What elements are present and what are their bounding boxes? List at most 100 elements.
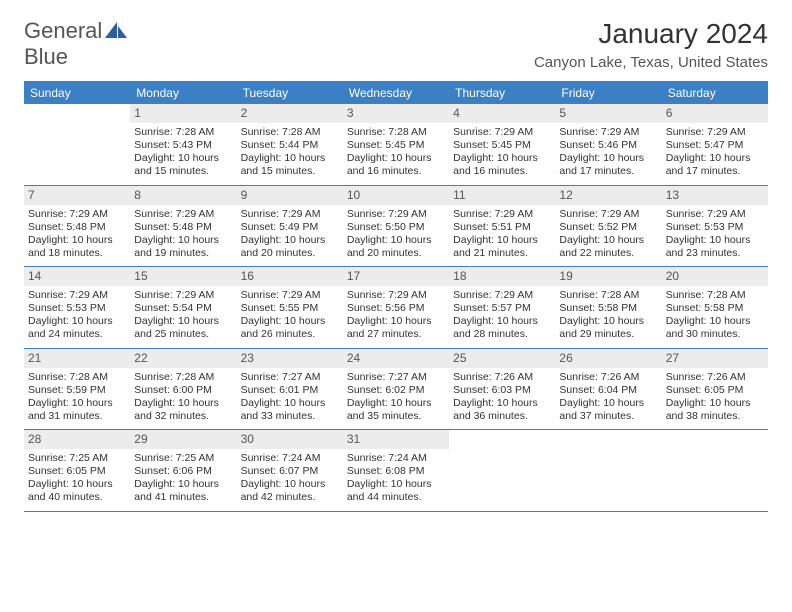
day-number: 25 (449, 349, 555, 368)
day-line: Daylight: 10 hours and 21 minutes. (453, 234, 551, 260)
day-line: Sunset: 5:57 PM (453, 302, 551, 315)
day-number: 27 (662, 349, 768, 368)
day-cell (24, 104, 130, 185)
day-line: Sunrise: 7:29 AM (241, 208, 339, 221)
day-cell: 16 Sunrise: 7:29 AMSunset: 5:55 PMDayligh… (237, 267, 343, 348)
day-line: Sunrise: 7:25 AM (28, 452, 126, 465)
day-line: Daylight: 10 hours and 26 minutes. (241, 315, 339, 341)
day-line: Sunset: 5:54 PM (134, 302, 232, 315)
day-number: 9 (237, 186, 343, 205)
day-line: Daylight: 10 hours and 27 minutes. (347, 315, 445, 341)
day-line: Sunrise: 7:29 AM (134, 208, 232, 221)
day-cell: 1Sunrise: 7:28 AMSunset: 5:43 PMDaylight… (130, 104, 236, 185)
day-line: Sunrise: 7:28 AM (241, 126, 339, 139)
day-line: Sunset: 5:50 PM (347, 221, 445, 234)
day-line: Daylight: 10 hours and 22 minutes. (559, 234, 657, 260)
day-line: Daylight: 10 hours and 44 minutes. (347, 478, 445, 504)
day-line: Sunrise: 7:29 AM (666, 208, 764, 221)
day-line: Sunset: 5:44 PM (241, 139, 339, 152)
dow-cell: Monday (130, 82, 236, 104)
day-line: Sunset: 6:08 PM (347, 465, 445, 478)
day-cell: 19Sunrise: 7:28 AMSunset: 5:58 PMDayligh… (555, 267, 661, 348)
day-line: Sunset: 6:02 PM (347, 384, 445, 397)
day-line: Daylight: 10 hours and 19 minutes. (134, 234, 232, 260)
day-line: Sunset: 5:43 PM (134, 139, 232, 152)
day-cell: 3Sunrise: 7:28 AMSunset: 5:45 PMDaylight… (343, 104, 449, 185)
day-cell: 23Sunrise: 7:27 AMSunset: 6:01 PMDayligh… (237, 349, 343, 430)
day-line: Daylight: 10 hours and 41 minutes. (134, 478, 232, 504)
day-number: 16 (237, 267, 343, 286)
day-number: 30 (237, 430, 343, 449)
logo-text-b: Blue (24, 44, 68, 69)
day-line: Sunset: 5:48 PM (28, 221, 126, 234)
day-cell: 18Sunrise: 7:29 AMSunset: 5:57 PMDayligh… (449, 267, 555, 348)
day-line: Sunrise: 7:29 AM (453, 289, 551, 302)
day-cell: 30 Sunrise: 7:24 AMSunset: 6:07 PMDayligh… (237, 430, 343, 511)
day-line: Daylight: 10 hours and 40 minutes. (28, 478, 126, 504)
day-line: Sunset: 6:00 PM (134, 384, 232, 397)
day-cell: 6Sunrise: 7:29 AMSunset: 5:47 PMDaylight… (662, 104, 768, 185)
day-line: Sunset: 6:05 PM (666, 384, 764, 397)
day-line: Sunset: 5:59 PM (28, 384, 126, 397)
day-line: Sunset: 5:48 PM (134, 221, 232, 234)
day-number: 8 (130, 186, 236, 205)
dow-cell: Saturday (662, 82, 768, 104)
day-number: 5 (555, 104, 661, 123)
day-cell: 28Sunrise: 7:25 AMSunset: 6:05 PMDayligh… (24, 430, 130, 511)
day-cell: 25Sunrise: 7:26 AMSunset: 6:03 PMDayligh… (449, 349, 555, 430)
day-line: Daylight: 10 hours and 33 minutes. (241, 397, 339, 423)
day-line: Sunrise: 7:29 AM (453, 126, 551, 139)
day-line: Daylight: 10 hours and 16 minutes. (453, 152, 551, 178)
day-line: Sunrise: 7:28 AM (559, 289, 657, 302)
header: General Blue January 2024 Canyon Lake, T… (24, 18, 768, 71)
day-line: Sunrise: 7:24 AM (241, 452, 339, 465)
day-cell: 9Sunrise: 7:29 AMSunset: 5:49 PMDaylight… (237, 186, 343, 267)
day-line: Daylight: 10 hours and 32 minutes. (134, 397, 232, 423)
day-line: Daylight: 10 hours and 31 minutes. (28, 397, 126, 423)
day-line: Sunrise: 7:29 AM (28, 208, 126, 221)
day-line: Daylight: 10 hours and 15 minutes. (241, 152, 339, 178)
calendar: SundayMondayTuesdayWednesdayThursdayFrid… (24, 81, 768, 512)
day-number: 24 (343, 349, 449, 368)
day-cell (449, 430, 555, 511)
day-number: 1 (130, 104, 236, 123)
day-number: 22 (130, 349, 236, 368)
day-line: Sunrise: 7:29 AM (559, 126, 657, 139)
day-cell: 12Sunrise: 7:29 AMSunset: 5:52 PMDayligh… (555, 186, 661, 267)
day-line: Sunset: 5:55 PM (241, 302, 339, 315)
day-line: Daylight: 10 hours and 37 minutes. (559, 397, 657, 423)
logo: General Blue (24, 18, 127, 70)
day-line: Sunrise: 7:26 AM (666, 371, 764, 384)
day-cell: 21Sunrise: 7:28 AMSunset: 5:59 PMDayligh… (24, 349, 130, 430)
day-number: 31 (343, 430, 449, 449)
day-number: 4 (449, 104, 555, 123)
day-line: Sunset: 6:07 PM (241, 465, 339, 478)
day-line: Daylight: 10 hours and 17 minutes. (559, 152, 657, 178)
day-cell: 2Sunrise: 7:28 AMSunset: 5:44 PMDaylight… (237, 104, 343, 185)
day-cell (555, 430, 661, 511)
month-title: January 2024 (534, 18, 768, 50)
day-line: Sunrise: 7:29 AM (453, 208, 551, 221)
day-cell: 8 Sunrise: 7:29 AMSunset: 5:48 PMDaylight… (130, 186, 236, 267)
dow-cell: Friday (555, 82, 661, 104)
day-line: Sunset: 5:58 PM (559, 302, 657, 315)
day-line: Sunrise: 7:28 AM (347, 126, 445, 139)
day-line: Sunset: 5:45 PM (453, 139, 551, 152)
day-cell: 11Sunrise: 7:29 AMSunset: 5:51 PMDayligh… (449, 186, 555, 267)
day-cell: 31 Sunrise: 7:24 AMSunset: 6:08 PMDayligh… (343, 430, 449, 511)
day-number: 12 (555, 186, 661, 205)
day-number: 20 (662, 267, 768, 286)
week-row: 14Sunrise: 7:29 AMSunset: 5:53 PMDayligh… (24, 267, 768, 349)
day-cell: 20Sunrise: 7:28 AMSunset: 5:58 PMDayligh… (662, 267, 768, 348)
day-line: Sunrise: 7:29 AM (347, 208, 445, 221)
day-line: Sunset: 6:04 PM (559, 384, 657, 397)
day-line: Sunrise: 7:24 AM (347, 452, 445, 465)
day-number: 23 (237, 349, 343, 368)
dow-cell: Wednesday (343, 82, 449, 104)
day-line: Sunset: 6:01 PM (241, 384, 339, 397)
day-line: Sunrise: 7:29 AM (241, 289, 339, 302)
day-number: 15 (130, 267, 236, 286)
day-line: Daylight: 10 hours and 42 minutes. (241, 478, 339, 504)
week-row: 28Sunrise: 7:25 AMSunset: 6:05 PMDayligh… (24, 430, 768, 512)
day-number: 17 (343, 267, 449, 286)
